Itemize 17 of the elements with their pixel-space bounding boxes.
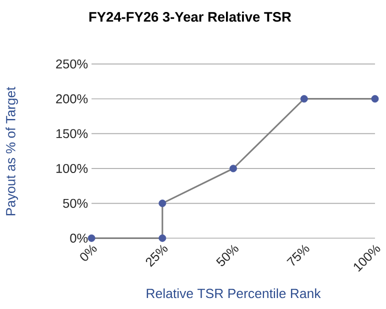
y-tick-label: 0% [70, 234, 88, 243]
x-axis-title: Relative TSR Percentile Rank [146, 288, 321, 298]
y-axis-title: Payout as % of Target [6, 86, 18, 216]
point [88, 234, 96, 242]
chart-title: FY24-FY26 3-Year Relative TSR [89, 12, 292, 22]
y-tick-label: 250% [56, 59, 88, 68]
point [300, 95, 308, 103]
y-tick-label: 200% [56, 94, 88, 104]
x-tick-label: 75% [286, 244, 310, 266]
point [158, 234, 166, 242]
point [230, 164, 237, 172]
point [158, 200, 166, 208]
y-tick-label: 100% [56, 164, 88, 173]
y-tick-label: 150% [56, 129, 88, 138]
x-tick-label: 50% [216, 244, 238, 266]
y-tick-label: 50% [63, 198, 88, 208]
point [371, 95, 379, 103]
